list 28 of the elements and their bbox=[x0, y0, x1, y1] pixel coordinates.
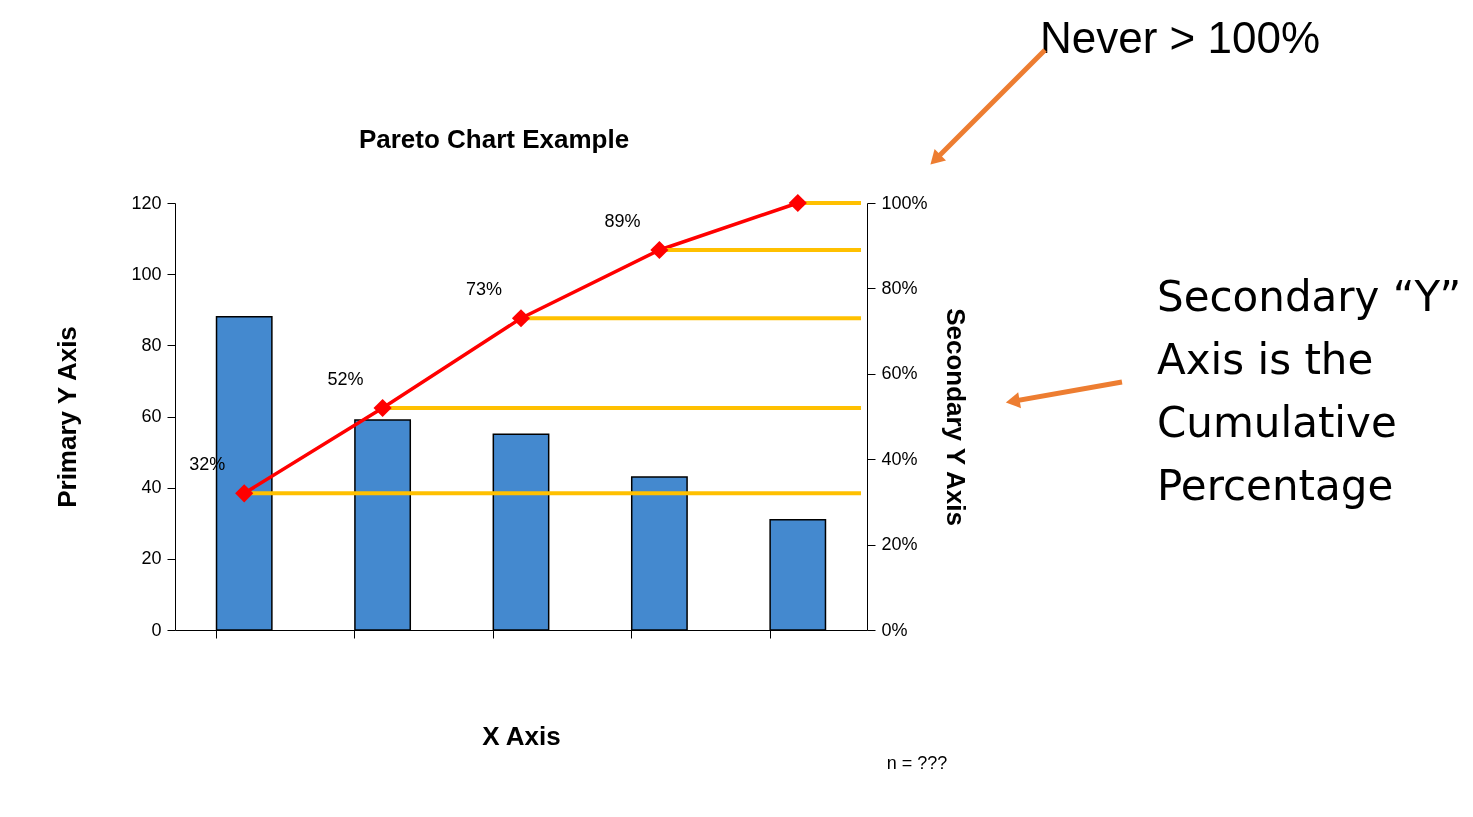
data-label: 52% bbox=[327, 368, 364, 389]
point bbox=[511, 309, 531, 328]
text: Secondary “Y” Axis is the Cumulative Percentage bbox=[1157, 272, 1462, 510]
y2-tick-label: 40% bbox=[881, 448, 918, 469]
point bbox=[650, 240, 669, 260]
text: Never > 100% bbox=[1039, 13, 1321, 62]
y2-tick-label: 100% bbox=[881, 192, 928, 213]
x-axis-title: X Axis bbox=[482, 721, 561, 751]
y-tick-label: 20 bbox=[141, 548, 162, 569]
y-tick-label: 80 bbox=[141, 334, 162, 355]
chart-title: Pareto Chart Example bbox=[358, 124, 630, 154]
y2-tick-label: 0% bbox=[881, 619, 908, 640]
y2-tick-label: 80% bbox=[881, 277, 918, 298]
text: n = ??? bbox=[886, 753, 948, 773]
point bbox=[235, 484, 254, 503]
data-label: 89% bbox=[604, 210, 641, 231]
data-label: 73% bbox=[465, 279, 503, 300]
y-tick-label: 100 bbox=[131, 263, 162, 284]
y2-tick-label: 60% bbox=[881, 363, 918, 384]
y-tick-label: 40 bbox=[141, 477, 162, 498]
point bbox=[788, 193, 807, 213]
y-tick-label: 120 bbox=[131, 192, 162, 213]
y-tick-label: 60 bbox=[141, 406, 162, 426]
point bbox=[373, 398, 392, 418]
y-axis-title: Primary Y Axis bbox=[52, 326, 83, 508]
y2-axis-title: Secondary Y Axis bbox=[940, 308, 971, 526]
y-tick-label: 0 bbox=[151, 619, 162, 640]
y2-tick-label: 20% bbox=[881, 534, 918, 555]
